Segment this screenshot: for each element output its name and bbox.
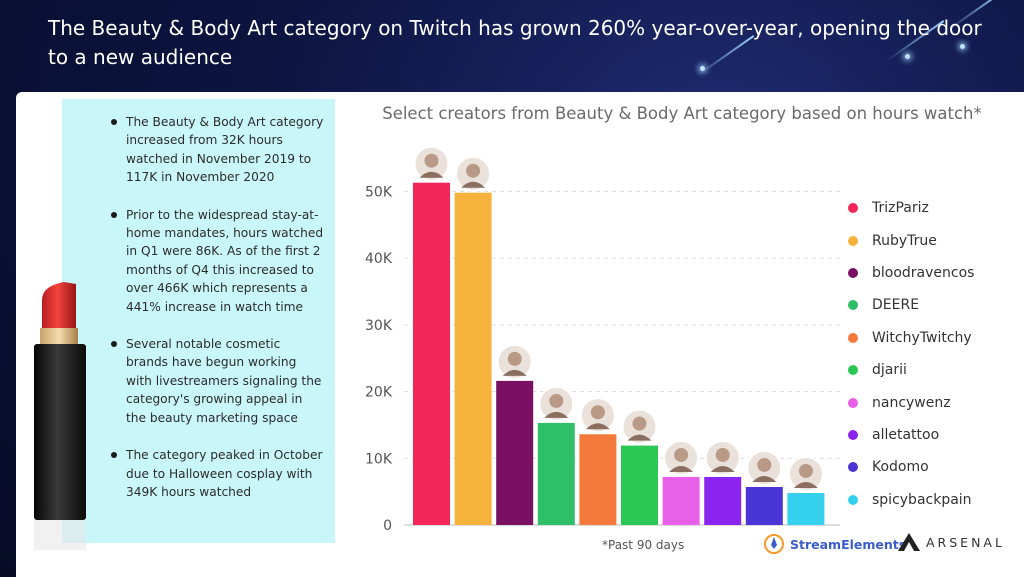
legend-label: Kodomo <box>872 459 929 476</box>
legend-item-spicybackpain: spicybackpain <box>848 484 974 516</box>
legend-label: spicybackpain <box>872 491 972 508</box>
legend-label: TrizPariz <box>872 200 929 217</box>
bar-kodomo <box>745 486 783 525</box>
avatar-deere <box>538 385 575 422</box>
bar-djarii <box>621 445 658 525</box>
bar-chart: 0 10K 20K 30K 40K 50K <box>365 145 840 534</box>
avatar-nancywenz <box>663 439 700 476</box>
y-tick-label: 0 <box>383 518 392 534</box>
legend-item-bloodravencos: bloodravencos <box>848 257 974 289</box>
legend-swatch <box>848 494 858 505</box>
legend-swatch <box>848 429 858 440</box>
bar-bloodravencos <box>496 380 534 525</box>
legend-item-rubytrue: RubyTrue <box>848 224 974 256</box>
arsenal-label: ARSENAL <box>926 534 1005 550</box>
legend-swatch <box>848 267 858 278</box>
bar-witchytwitchy <box>579 434 617 525</box>
note-item: Prior to the widespread stay-at-home man… <box>111 206 325 316</box>
legend-item-deere: DEERE <box>848 289 974 321</box>
legend-label: DEERE <box>872 297 920 314</box>
legend-swatch <box>848 365 858 376</box>
y-tick-label: 20K <box>365 385 393 401</box>
legend-swatch <box>848 300 858 311</box>
footnote: *Past 90 days <box>602 538 685 552</box>
legend-label: djarii <box>872 362 907 379</box>
legend-swatch <box>848 462 858 473</box>
legend-label: WitchyTwitchy <box>872 329 972 346</box>
bar-trizpariz <box>413 182 450 525</box>
header-banner: The Beauty & Body Art category on Twitch… <box>0 0 1024 88</box>
note-item: Several notable cosmetic brands have beg… <box>111 335 325 427</box>
chart-title: Select creators from Beauty & Body Art c… <box>382 104 982 123</box>
note-item: The Beauty & Body Art category increased… <box>111 113 325 187</box>
streamelements-label: StreamElements <box>790 536 907 552</box>
legend-item-djarii: djarii <box>848 354 974 386</box>
bar-rubytrue <box>454 192 492 525</box>
star-icon <box>960 44 965 49</box>
avatar-djarii <box>621 408 658 445</box>
legend-item-kodomo: Kodomo <box>848 451 974 483</box>
avatar-spicybackpain <box>787 455 824 492</box>
legend-item-alletattoo: alletattoo <box>848 419 974 451</box>
lipstick-icon <box>34 282 86 550</box>
arsenal-mark-icon <box>898 533 920 551</box>
avatar-kodomo <box>746 449 783 486</box>
y-tick-label: 30K <box>365 318 393 334</box>
star-icon <box>905 54 910 59</box>
y-tick-label: 40K <box>365 251 393 267</box>
avatar-witchytwitchy <box>579 397 616 434</box>
y-tick-label: 10K <box>365 451 393 467</box>
rocket-icon <box>764 534 784 554</box>
legend-item-nancywenz: nancywenz <box>848 386 974 418</box>
avatar-rubytrue <box>455 155 492 192</box>
note-item: The category peaked in October due to Ha… <box>111 446 325 501</box>
legend-swatch <box>848 203 858 214</box>
bar-deere <box>537 422 575 525</box>
legend-label: alletattoo <box>872 426 940 443</box>
bar-alletattoo <box>704 476 742 525</box>
bar-spicybackpain <box>787 492 825 525</box>
legend-label: nancywenz <box>872 394 951 411</box>
legend-item-trizpariz: TrizPariz <box>848 192 974 224</box>
chart-legend: TrizPariz RubyTrue bloodravencos DEERE Witch… <box>848 192 974 516</box>
legend-label: RubyTrue <box>872 232 937 249</box>
notes-panel: The Beauty & Body Art category increased… <box>62 99 335 543</box>
avatar-trizpariz <box>413 145 450 182</box>
notes-list: The Beauty & Body Art category increased… <box>62 99 335 501</box>
star-icon <box>700 66 705 71</box>
legend-swatch <box>848 235 858 246</box>
legend-item-witchytwitchy: WitchyTwitchy <box>848 322 974 354</box>
streamelements-logo: StreamElements <box>764 534 906 554</box>
legend-label: bloodravencos <box>872 264 975 281</box>
legend-swatch <box>848 332 858 343</box>
bar-nancywenz <box>662 476 700 525</box>
page-title: The Beauty & Body Art category on Twitch… <box>48 16 982 69</box>
avatar-bloodravencos <box>496 343 533 380</box>
arsenal-logo: ARSENAL <box>898 533 1005 551</box>
legend-swatch <box>848 397 858 408</box>
y-tick-label: 50K <box>365 184 393 200</box>
avatar-alletattoo <box>704 439 741 476</box>
